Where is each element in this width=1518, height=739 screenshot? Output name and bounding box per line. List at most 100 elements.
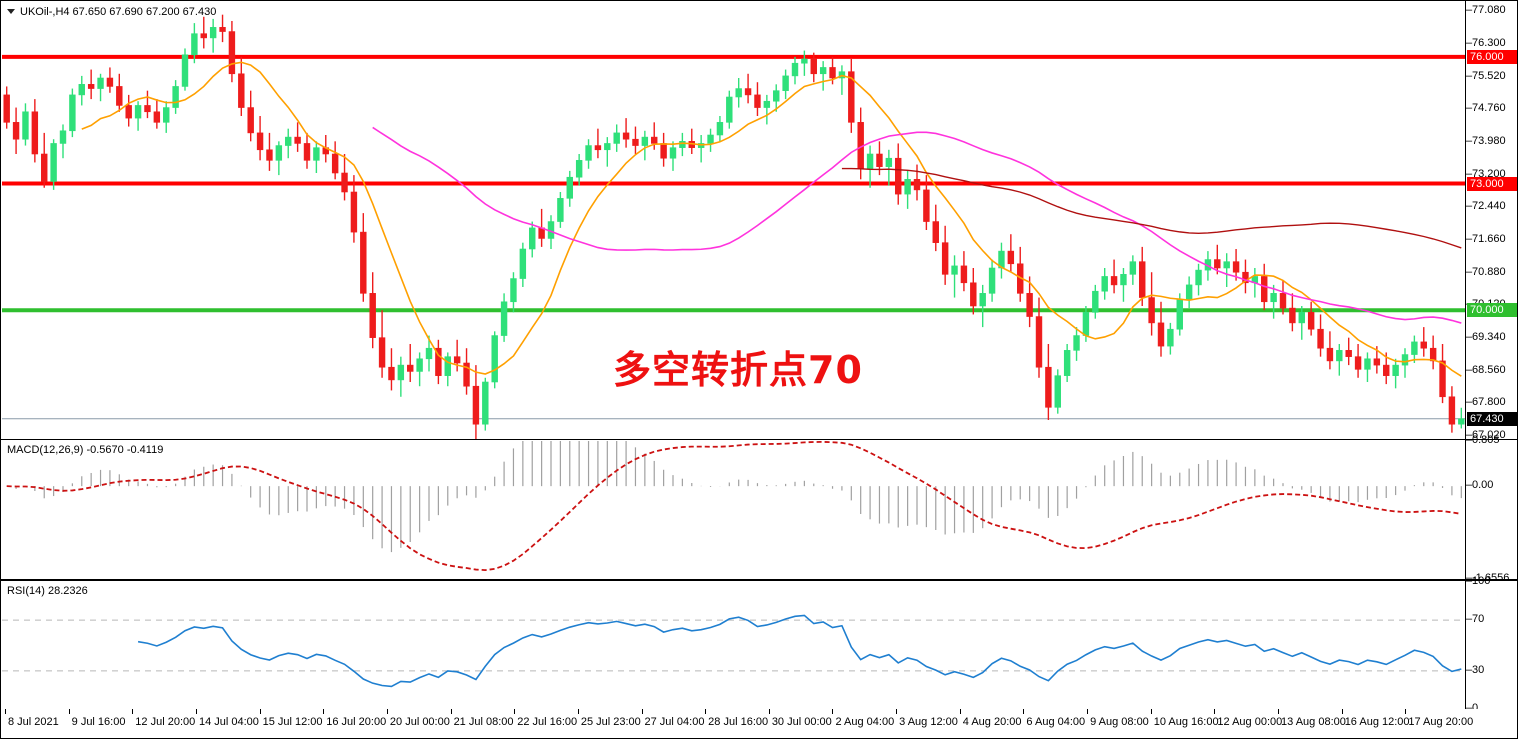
chart-annotation-text: 多空转折点70	[613, 348, 863, 392]
rsi-tick-label: 70	[1472, 613, 1485, 626]
price-tick: –77.080	[1466, 4, 1506, 17]
price-level-tag-current-price[interactable]: 67.430	[1467, 411, 1517, 426]
macd-tick: –0.805	[1466, 434, 1500, 446]
price-tick-label: 71.660	[1472, 233, 1506, 246]
rsi-tick-label: 0	[1472, 702, 1479, 714]
time-tick-mark	[577, 709, 579, 714]
rsi-tick: –100	[1466, 575, 1491, 587]
time-tick-mark	[959, 709, 961, 714]
time-tick-mark	[1150, 709, 1152, 714]
time-axis-label: 2 Aug 04:00	[835, 716, 895, 728]
time-tick-mark	[323, 709, 325, 714]
time-axis-label: 9 Aug 08:00	[1090, 716, 1149, 728]
rsi-tick-label: 30	[1472, 663, 1485, 676]
price-tick: –74.760	[1466, 102, 1506, 115]
time-axis-label: 25 Jul 23:00	[580, 716, 641, 728]
macd-tick-label: 0.805	[1472, 434, 1500, 446]
macd-scale[interactable]: –0.805 –0.00 –-1.6556	[1465, 434, 1517, 584]
macd-header: MACD(12,26,9) -0.5670 -0.4119	[7, 444, 164, 456]
time-tick-mark	[1023, 709, 1025, 714]
time-tick-mark	[1341, 709, 1343, 714]
caret-down-icon[interactable]	[7, 8, 15, 14]
price-tick-label: 77.080	[1472, 4, 1506, 17]
price-level-tag-resistance[interactable]: 76.000	[1467, 49, 1517, 64]
rsi-plot-area[interactable]	[2, 582, 1466, 709]
rsi-tick: –30	[1466, 663, 1485, 676]
price-plot-area[interactable]	[2, 2, 1466, 439]
time-axis-label: 8 Jul 2021	[8, 716, 59, 728]
price-tick-label: 68.560	[1472, 364, 1506, 377]
time-tick-mark	[1214, 709, 1216, 714]
time-tick-mark	[768, 709, 770, 714]
macd-plot-area[interactable]	[2, 441, 1466, 579]
price-tick: –67.020	[1466, 429, 1506, 442]
rsi-tick: –70	[1466, 613, 1485, 626]
price-tick-label: 67.800	[1472, 396, 1506, 409]
time-tick-mark	[705, 709, 707, 714]
time-axis-label: 16 Jul 20:00	[326, 716, 387, 728]
time-tick-mark	[450, 709, 452, 714]
time-tick-mark	[68, 709, 70, 714]
time-tick-mark	[1087, 709, 1089, 714]
rsi-scale[interactable]: –100 –70 –30 –0	[1465, 575, 1517, 714]
time-tick-mark	[386, 709, 388, 714]
rsi-svg	[2, 614, 1466, 688]
price-tick: –69.340	[1466, 331, 1506, 344]
rsi-tick: –0	[1466, 702, 1479, 714]
time-tick-mark	[896, 709, 898, 714]
time-axis-label: 15 Jul 12:00	[262, 716, 323, 728]
price-tick: –68.560	[1466, 364, 1506, 377]
macd-svg	[6, 441, 1462, 572]
price-tick-label: 75.520	[1472, 70, 1506, 83]
price-tick: –71.660	[1466, 233, 1506, 246]
rsi-header: RSI(14) 28.2326	[7, 585, 88, 597]
time-tick-mark	[132, 709, 134, 714]
time-tick-mark	[5, 709, 6, 714]
price-level-tag-resistance[interactable]: 73.000	[1467, 176, 1517, 191]
time-axis-label: 16 Aug 12:00	[1344, 716, 1410, 728]
price-panel: UKOil-,H4 67.650 67.690 67.200 67.430 多空…	[0, 0, 1518, 442]
price-tick-label: 67.020	[1472, 429, 1506, 442]
time-axis-label: 13 Aug 08:00	[1281, 716, 1346, 728]
price-tick: –72.440	[1466, 200, 1506, 213]
price-tick: –75.520	[1466, 70, 1506, 83]
price-level-tag-support[interactable]: 70.000	[1467, 303, 1517, 318]
price-tick: –76.300	[1466, 37, 1506, 50]
time-axis-label: 20 Jul 00:00	[389, 716, 450, 728]
time-axis-label: 17 Aug 20:00	[1408, 716, 1474, 728]
time-axis-label: 14 Jul 04:00	[198, 716, 259, 728]
macd-tick-label: 0.00	[1472, 479, 1494, 492]
time-axis[interactable]: 8 Jul 2021 9 Jul 16:00 12 Jul 20:00 14 Jul …	[0, 709, 1518, 739]
time-axis-label: 9 Jul 16:00	[71, 716, 126, 728]
time-tick-mark	[259, 709, 261, 714]
price-tick-label: 73.980	[1472, 135, 1506, 148]
time-tick-mark	[514, 709, 516, 714]
time-axis-label: 30 Jul 00:00	[771, 716, 832, 728]
price-candles-svg	[2, 14, 1466, 439]
symbol-label: UKOil-,H4 67.650 67.690 67.200 67.430	[20, 6, 217, 18]
time-axis-label: 10 Aug 16:00	[1153, 716, 1219, 728]
macd-tick: –0.00	[1466, 479, 1494, 492]
time-axis-label: 28 Jul 16:00	[708, 716, 769, 728]
price-tick: –67.800	[1466, 396, 1506, 409]
time-axis-label: 12 Jul 20:00	[135, 716, 196, 728]
time-axis-label: 22 Jul 16:00	[517, 716, 578, 728]
time-tick-mark	[195, 709, 197, 714]
time-axis-label: 3 Aug 12:00	[899, 716, 958, 728]
time-tick-mark	[641, 709, 643, 714]
rsi-tick-label: 100	[1472, 575, 1491, 587]
price-tick-label: 69.340	[1472, 331, 1506, 344]
time-tick-mark	[832, 709, 834, 714]
price-tick-label: 76.300	[1472, 37, 1506, 50]
time-axis-label: 27 Jul 04:00	[644, 716, 705, 728]
price-tick-label: 74.760	[1472, 102, 1506, 115]
price-scale[interactable]: –77.080 –76.300 –75.520 –74.760 –73.980 –73.2…	[1465, 1, 1517, 442]
time-tick-mark	[1405, 709, 1407, 714]
time-axis-label: 21 Jul 08:00	[453, 716, 514, 728]
time-tick-mark	[1278, 709, 1280, 714]
price-tick-label: 70.880	[1472, 266, 1506, 279]
symbol-header: UKOil-,H4 67.650 67.690 67.200 67.430	[7, 6, 216, 18]
price-tick: –70.880	[1466, 266, 1506, 279]
price-tick-label: 72.440	[1472, 200, 1506, 213]
